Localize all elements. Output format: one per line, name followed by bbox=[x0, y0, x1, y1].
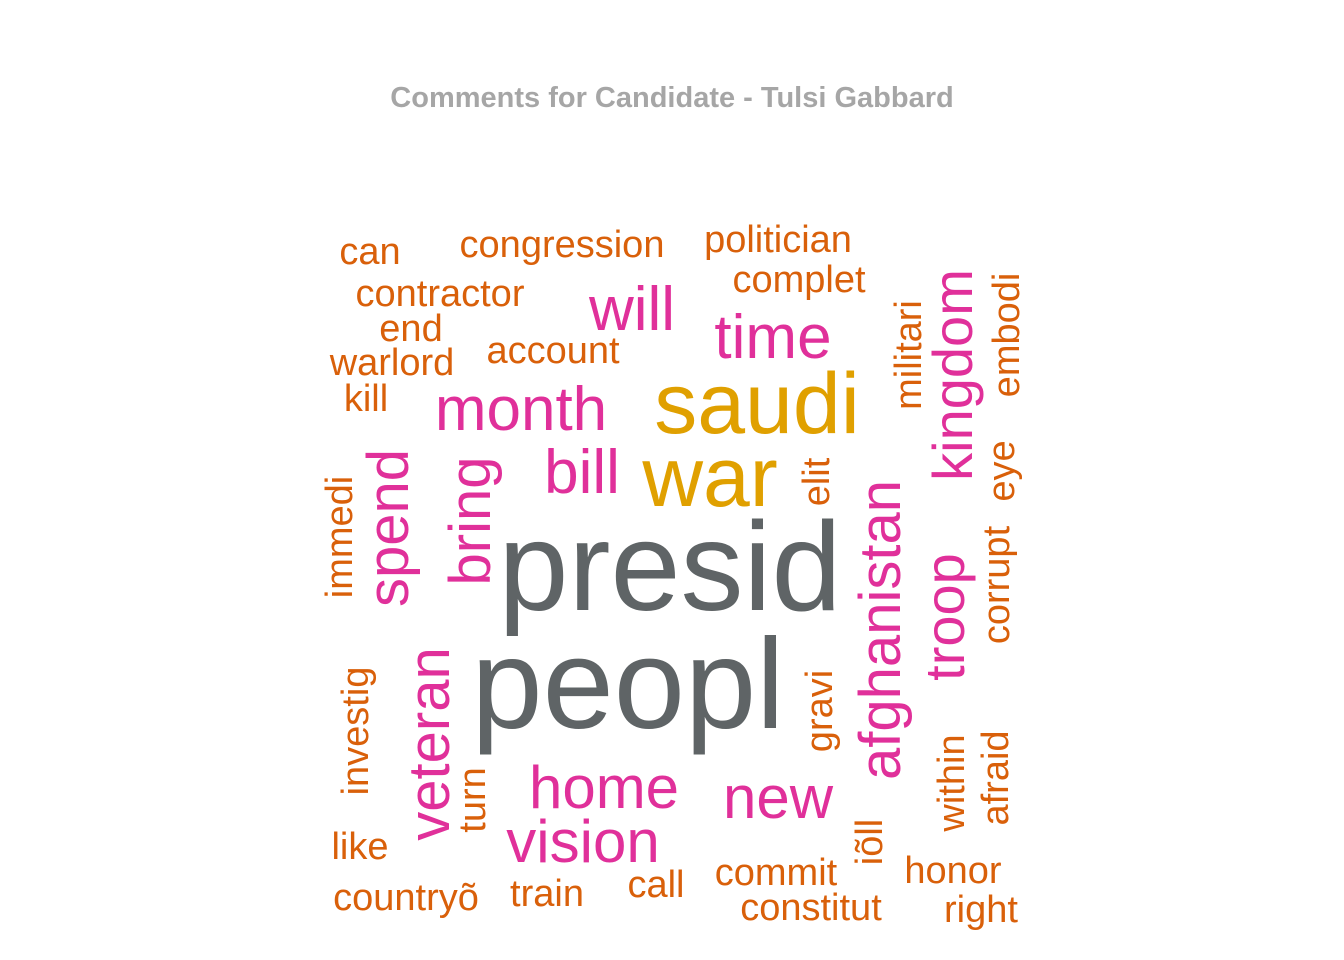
word-gravi: gravi bbox=[799, 670, 841, 752]
word-presid: presid bbox=[498, 496, 841, 637]
word-home: home bbox=[529, 754, 679, 821]
word-ioll: iõll bbox=[849, 819, 891, 865]
word-eye: eye bbox=[981, 440, 1023, 501]
word-embodi: embodi bbox=[986, 273, 1028, 398]
word-troop: troop bbox=[913, 553, 976, 681]
word-war: war bbox=[641, 430, 777, 524]
word-like: like bbox=[331, 826, 388, 868]
word-call: call bbox=[627, 864, 684, 906]
word-bill: bill bbox=[544, 438, 620, 507]
word-kingdom: kingdom bbox=[921, 269, 984, 481]
word-veteran: veteran bbox=[397, 647, 462, 840]
word-afghanistan: afghanistan bbox=[848, 480, 913, 780]
word-immedi: immedi bbox=[319, 476, 361, 598]
word-commit: commit bbox=[715, 852, 838, 894]
word-honor: honor bbox=[904, 850, 1002, 892]
word-spend: spend bbox=[356, 449, 421, 607]
word-peopl: peopl bbox=[471, 613, 784, 756]
word-politician: politician bbox=[704, 219, 852, 261]
word-contractor: contractor bbox=[356, 273, 525, 315]
word-month: month bbox=[435, 375, 607, 444]
word-constitut: constitut bbox=[740, 887, 882, 929]
word-right: right bbox=[944, 889, 1018, 931]
word-time: time bbox=[714, 303, 831, 372]
word-end: end bbox=[379, 308, 442, 350]
word-elit: elit bbox=[796, 457, 838, 506]
word-saudi: saudi bbox=[654, 356, 860, 452]
chart-title: Comments for Candidate - Tulsi Gabbard bbox=[390, 82, 954, 114]
word-vision: vision bbox=[506, 808, 659, 875]
word-militari: militari bbox=[888, 300, 930, 410]
word-bring: bring bbox=[438, 457, 503, 586]
word-will: will bbox=[588, 275, 675, 344]
word-warlord: warlord bbox=[329, 342, 455, 384]
word-account: account bbox=[486, 330, 620, 372]
word-new: new bbox=[723, 764, 834, 831]
word-countryo: countryõ bbox=[333, 877, 479, 919]
word-complet: complet bbox=[732, 259, 865, 301]
word-kill: kill bbox=[344, 378, 388, 420]
word-afraid: afraid bbox=[975, 730, 1017, 825]
word-congression: congression bbox=[460, 224, 665, 266]
word-investig: investig bbox=[335, 667, 377, 796]
word-within: within bbox=[931, 734, 973, 832]
word-turn: turn bbox=[452, 767, 494, 832]
word-corrupt: corrupt bbox=[976, 525, 1018, 644]
word-train: train bbox=[510, 873, 584, 915]
word-can: can bbox=[339, 231, 400, 273]
